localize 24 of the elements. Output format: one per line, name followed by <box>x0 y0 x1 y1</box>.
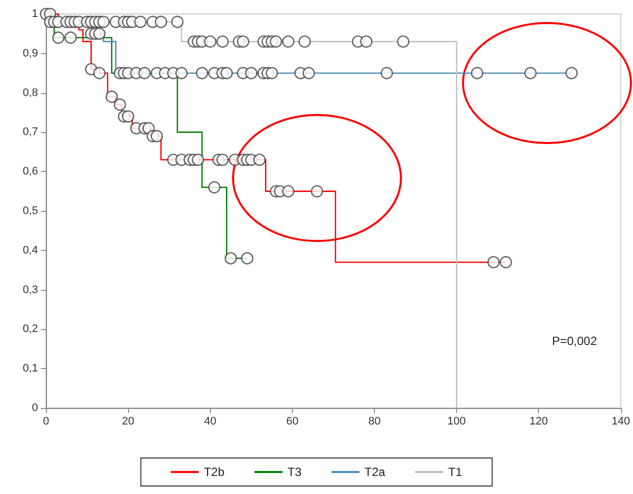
y-tick-label: 0,1 <box>22 362 38 375</box>
y-tick-label: 0,2 <box>22 323 38 336</box>
x-tick-label: 100 <box>447 416 466 428</box>
x-tick-label: 0 <box>42 416 50 428</box>
x-tick-label: 120 <box>530 416 548 428</box>
legend-label: T3 <box>287 465 302 479</box>
y-tick-label: 0,3 <box>22 284 38 296</box>
y-tick-label: 1 <box>32 8 38 20</box>
legend-label: T2a <box>364 465 386 479</box>
y-tick-label: 0,9 <box>22 47 38 60</box>
x-tick-label: 40 <box>204 416 216 428</box>
y-tick-label: 0,7 <box>22 126 38 138</box>
annotation: P=0,002 <box>552 334 598 348</box>
y-tick-label: 0,4 <box>22 244 38 256</box>
y-tick-label: 0,6 <box>22 166 38 178</box>
y-tick-label: 0 <box>32 402 38 414</box>
legend-label: T1 <box>448 465 463 479</box>
x-tick-label: 80 <box>368 416 381 428</box>
y-tick-label: 0,8 <box>22 86 38 99</box>
x-tick-label: 60 <box>286 416 298 428</box>
x-tick-label: 20 <box>122 416 134 428</box>
legend-label: T2b <box>204 465 225 479</box>
x-tick-label: 140 <box>612 416 630 428</box>
y-tick-label: 0,5 <box>22 205 38 217</box>
